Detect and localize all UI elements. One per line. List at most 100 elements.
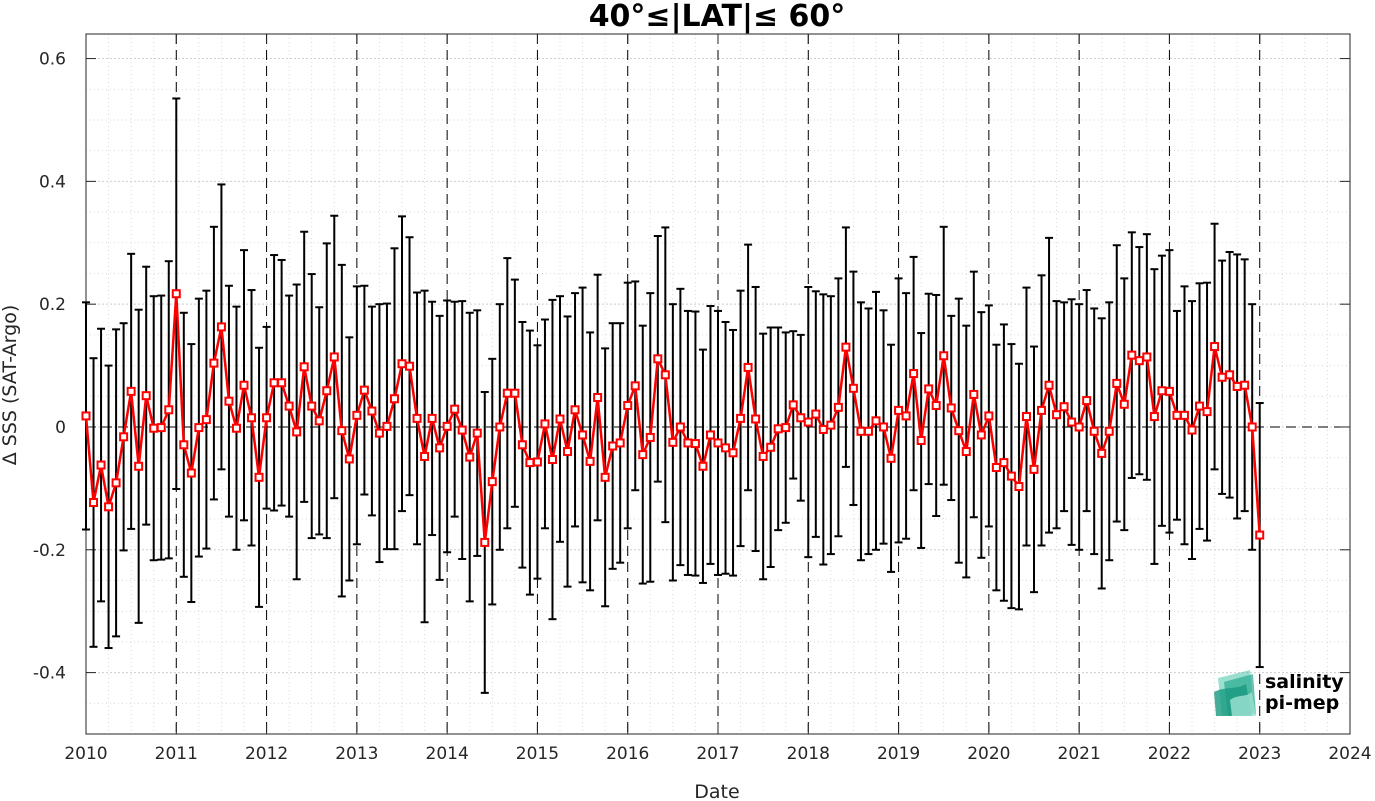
data-point [1225, 370, 1235, 380]
data-point [435, 443, 445, 453]
data-point [563, 447, 573, 457]
data-point [766, 442, 776, 452]
chart-title: 40°≤|LAT|≤ 60° [589, 0, 846, 34]
data-point [1006, 471, 1016, 481]
data-point [382, 421, 392, 431]
data-point [1082, 396, 1092, 406]
data-point [863, 426, 873, 436]
data-point [502, 388, 512, 398]
data-point [119, 432, 129, 442]
data-point [209, 358, 219, 368]
data-point [1217, 372, 1227, 382]
data-point [578, 430, 588, 440]
data-point [1074, 422, 1084, 432]
x-tick-label: 2023 [1238, 744, 1281, 764]
data-point [1104, 426, 1114, 436]
data-point [841, 342, 851, 352]
data-point [1059, 402, 1069, 412]
data-point [660, 370, 670, 380]
x-tick-label: 2016 [606, 744, 649, 764]
data-point [352, 410, 362, 420]
data-point [337, 426, 347, 436]
data-point [668, 437, 678, 447]
data-point [495, 422, 505, 432]
data-point [961, 447, 971, 457]
data-point [457, 425, 467, 435]
y-tick-label: -0.4 [33, 664, 66, 684]
data-point [1142, 352, 1152, 362]
data-point [826, 420, 836, 430]
data-point [1149, 412, 1159, 422]
data-point [171, 289, 181, 299]
data-point [818, 424, 828, 434]
data-point [186, 468, 196, 478]
data-point [134, 461, 144, 471]
data-point [585, 456, 595, 466]
data-point [149, 423, 159, 433]
y-tick-label: 0.6 [39, 50, 66, 70]
data-point [555, 414, 565, 424]
data-point [269, 378, 279, 388]
data-point [1202, 407, 1212, 417]
data-point [999, 458, 1009, 468]
data-point [239, 380, 249, 390]
data-point [1044, 380, 1054, 390]
data-point [1037, 405, 1047, 415]
data-point [89, 498, 99, 508]
data-point [728, 448, 738, 458]
data-point [1014, 482, 1024, 492]
data-point [292, 427, 302, 437]
salinity-pi-mep-logo: salinity pi-mep [1214, 670, 1344, 716]
data-point [442, 421, 452, 431]
data-point [179, 440, 189, 450]
data-point [314, 416, 324, 426]
y-tick-label: 0.2 [39, 295, 66, 315]
data-point [946, 403, 956, 413]
data-point [856, 426, 866, 436]
data-point [1195, 401, 1205, 411]
data-point [262, 413, 272, 423]
x-tick-label: 2022 [1148, 744, 1191, 764]
data-point [547, 455, 557, 465]
y-tick-label: 0.4 [39, 172, 66, 192]
data-point [216, 322, 226, 332]
data-point [1187, 425, 1197, 435]
data-point [976, 430, 986, 440]
data-point [796, 413, 806, 423]
data-point [359, 385, 369, 395]
x-tick-label: 2011 [155, 744, 198, 764]
data-point [751, 414, 761, 424]
data-point [736, 413, 746, 423]
logo-text-salinity: salinity [1265, 671, 1344, 693]
data-point [231, 423, 241, 433]
data-point [540, 419, 550, 429]
data-point [721, 443, 731, 453]
data-point [1119, 399, 1129, 409]
data-point [901, 411, 911, 421]
x-tick-label: 2017 [696, 744, 739, 764]
x-tick-label: 2019 [877, 744, 920, 764]
data-point [811, 409, 821, 419]
data-point [833, 402, 843, 412]
axes-layer: 2010 2011 2012 2013 2014 2015 2016 2017 2018 2019… [33, 33, 1372, 764]
data-point [939, 351, 949, 361]
x-tick-label: 2013 [335, 744, 378, 764]
data-point [954, 426, 964, 436]
data-point [570, 405, 580, 415]
x-tick-label: 2012 [245, 744, 288, 764]
data-point [593, 393, 603, 403]
data-point [329, 352, 339, 362]
data-point [916, 435, 926, 445]
x-tick-label: 2014 [426, 744, 469, 764]
data-point [389, 394, 399, 404]
data-point [510, 388, 520, 398]
data-point [156, 423, 166, 433]
y-tick-label: -0.2 [33, 541, 66, 561]
data-point [1255, 530, 1265, 540]
data-point [909, 369, 919, 379]
data-point [1134, 356, 1144, 366]
data-point [788, 400, 798, 410]
data-point [803, 417, 813, 427]
data-point [427, 413, 437, 423]
